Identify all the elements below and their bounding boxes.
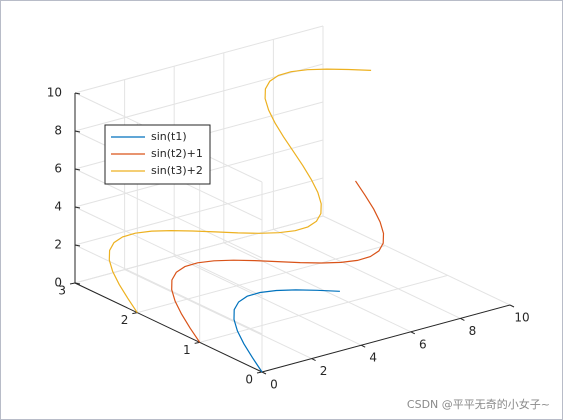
z-tick (74, 92, 81, 95)
x-tick-label: 2 (320, 364, 328, 378)
grid-line (74, 177, 324, 246)
grid-line (173, 255, 362, 346)
x-tick-label: 10 (514, 311, 529, 325)
x-tick-label: 6 (419, 337, 427, 351)
y-tick-label: 3 (58, 284, 66, 298)
legend-label: sin(t3)+2 (151, 164, 203, 177)
grid-line (223, 242, 412, 333)
grid-line (137, 245, 386, 314)
z-tick-label: 10 (47, 86, 62, 100)
y-tick (69, 282, 76, 285)
grid-line (74, 215, 324, 284)
z-tick (74, 168, 81, 171)
grid-line (74, 206, 263, 297)
grid-line (322, 215, 511, 306)
y-tick-label: 0 (245, 373, 253, 387)
z-tick (74, 130, 81, 133)
x-tick (509, 304, 515, 308)
y-tick (194, 341, 200, 344)
grid-line (74, 244, 263, 335)
z-tick-label: 6 (54, 162, 62, 176)
z-tick-label: 2 (54, 238, 62, 252)
z-tick (74, 282, 81, 285)
grid-line (124, 269, 312, 360)
grid-line (199, 274, 448, 343)
y-tick-label: 2 (121, 313, 129, 327)
z-tick-label: 0 (54, 276, 62, 290)
y-tick-label: 1 (183, 343, 191, 357)
x-tick-label: 8 (469, 324, 477, 338)
legend-label: sin(t1) (151, 130, 187, 143)
x-tick-label: 0 (270, 378, 278, 392)
z-tick-label: 8 (54, 124, 62, 138)
series-line (108, 68, 372, 314)
z-tick (74, 244, 81, 247)
grid-line (74, 63, 324, 132)
x-tick (460, 317, 465, 321)
series-line (233, 289, 340, 373)
x-tick (261, 371, 267, 375)
x-tick (360, 344, 366, 348)
x-tick (311, 358, 316, 362)
y-axis (74, 282, 263, 373)
x-tick-label: 4 (369, 351, 377, 365)
legend-label: sin(t2)+1 (151, 147, 203, 160)
grid-line (74, 25, 324, 94)
y-tick (256, 371, 263, 374)
x-axis (261, 304, 511, 373)
legend: sin(t1) sin(t2)+1 sin(t3)+2 (104, 124, 211, 185)
z-tick-label: 4 (54, 200, 62, 214)
z-tick (74, 206, 81, 209)
y-tick (132, 312, 138, 315)
watermark: CSDN @平平无奇的小女子~ (407, 397, 550, 411)
grid-line (273, 228, 461, 319)
series-line (171, 180, 385, 343)
x-tick (410, 331, 416, 335)
